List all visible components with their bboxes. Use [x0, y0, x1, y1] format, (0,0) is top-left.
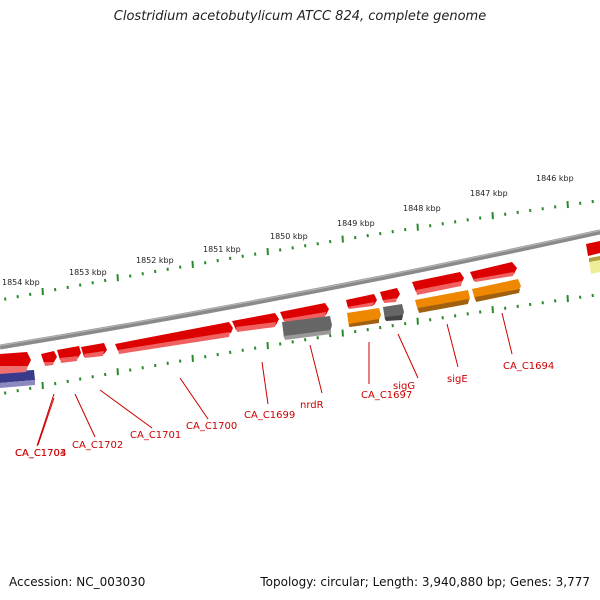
feature-sige[interactable] — [472, 279, 521, 302]
gene-arrow-shadow — [236, 322, 276, 332]
kbp-label: 1854 kbp — [2, 278, 40, 287]
gene-arrow[interactable] — [41, 351, 57, 363]
kbp-label: 1850 kbp — [270, 232, 308, 241]
gene-arrow[interactable] — [412, 272, 464, 292]
gene-arrow-shadow — [284, 312, 326, 323]
gene-arrow-shadow — [416, 281, 462, 295]
feature-bar-shadow — [385, 315, 403, 321]
yellow-feature[interactable] — [589, 256, 600, 274]
kbp-label: 1848 kbp — [403, 204, 441, 213]
gene-ca-c1699[interactable]: CA_C1699 — [232, 313, 295, 421]
leader-line — [261, 361, 269, 405]
kbp-label: 1852 kbp — [136, 256, 174, 265]
feature-bar[interactable] — [472, 279, 521, 300]
kbp-label: 1849 kbp — [337, 219, 375, 228]
upper-ruler — [4, 199, 594, 301]
gene-sigg[interactable]: sigG — [380, 288, 419, 392]
leader-line — [446, 323, 459, 368]
leader-line — [37, 397, 55, 446]
kbp-labels: 1854 kbp 1853 kbp 1852 kbp 1851 kbp 1850 kbp… — [2, 174, 574, 287]
kbp-label: 1853 kbp — [69, 268, 107, 277]
feature-bar-shadow — [418, 299, 469, 313]
genome-backbone-highlight — [0, 229, 600, 347]
leader-line — [74, 393, 96, 438]
gene-label[interactable]: CA_C1703 — [15, 448, 66, 459]
gene-arrow-shadow — [84, 351, 104, 358]
gene-ca-c1704[interactable]: CA_C1704 — [15, 397, 66, 459]
edge-gene-left[interactable] — [0, 352, 31, 374]
leader-line — [99, 389, 153, 429]
gene-label[interactable]: CA_C1701 — [130, 430, 181, 441]
kbp-label: 1847 kbp — [470, 189, 508, 198]
gene-sige[interactable]: sigE — [412, 272, 468, 385]
gene-arrow[interactable] — [380, 288, 400, 301]
genome-summary-text: Topology: circular; Length: 3,940,880 bp… — [260, 575, 590, 589]
feature-bar-shadow — [475, 289, 520, 302]
gene-ca-c1703[interactable]: CA_C1703 — [15, 351, 66, 459]
gene-ca-c1701[interactable]: CA_C1701 — [81, 343, 181, 441]
feature-bar-shadow — [349, 319, 379, 327]
feature-sigg[interactable] — [415, 290, 470, 313]
leader-line — [179, 377, 209, 420]
kbp-label: 1851 kbp — [203, 245, 241, 254]
gene-label[interactable]: CA_C1694 — [503, 361, 554, 372]
gene-label[interactable]: CA_C1704 — [15, 448, 66, 459]
leader-line — [36, 393, 55, 447]
gene-ca-c1702[interactable]: CA_C1702 — [57, 346, 123, 451]
gene-arrow[interactable] — [470, 262, 517, 281]
gene-label[interactable]: CA_C1702 — [72, 440, 123, 451]
gene-arrow[interactable] — [115, 322, 233, 351]
gene-label[interactable]: CA_C1699 — [244, 410, 295, 421]
gene-label[interactable]: sigE — [447, 374, 468, 385]
gene-arrow-shadow — [118, 332, 230, 354]
gene-ca-c1694[interactable]: CA_C1694 — [470, 262, 554, 372]
gene-arrow-shadow — [348, 302, 374, 309]
gene-arrow-shadow — [60, 356, 78, 363]
leader-line — [501, 312, 513, 355]
gene-arrow-shadow — [44, 362, 54, 366]
kbp-label: 1846 kbp — [536, 174, 574, 183]
genome-backbone — [0, 229, 600, 350]
feature-bar[interactable] — [415, 290, 470, 311]
gene-label[interactable]: CA_C1700 — [186, 421, 237, 432]
gene-label[interactable]: sigG — [393, 381, 415, 392]
feature-nrdr[interactable] — [347, 308, 381, 327]
lower-ruler — [4, 293, 594, 395]
edge-gene-right[interactable] — [586, 241, 600, 256]
gene-ca-c1700[interactable]: CA_C1700 — [115, 322, 237, 432]
gene-arrow[interactable] — [280, 303, 329, 321]
gene-ca-c1697[interactable]: CA_C1697 — [346, 294, 412, 401]
feature-bar-shadow — [284, 330, 331, 340]
gene-nrdr[interactable]: nrdR — [280, 303, 329, 411]
accession-text: Accession: NC_003030 — [9, 575, 146, 589]
leader-line — [309, 344, 323, 394]
feature-ca-c1699[interactable] — [282, 316, 332, 340]
feature-ca-c1697[interactable] — [383, 304, 404, 321]
page-title: Clostridium acetobutylicum ATCC 824, com… — [113, 9, 487, 24]
gene-label[interactable]: CA_C1697 — [361, 390, 412, 401]
leader-line — [397, 333, 419, 379]
gene-label[interactable]: nrdR — [300, 400, 324, 411]
gene-arrow-shadow — [474, 272, 514, 282]
gene-arrow-shadow — [383, 298, 397, 303]
